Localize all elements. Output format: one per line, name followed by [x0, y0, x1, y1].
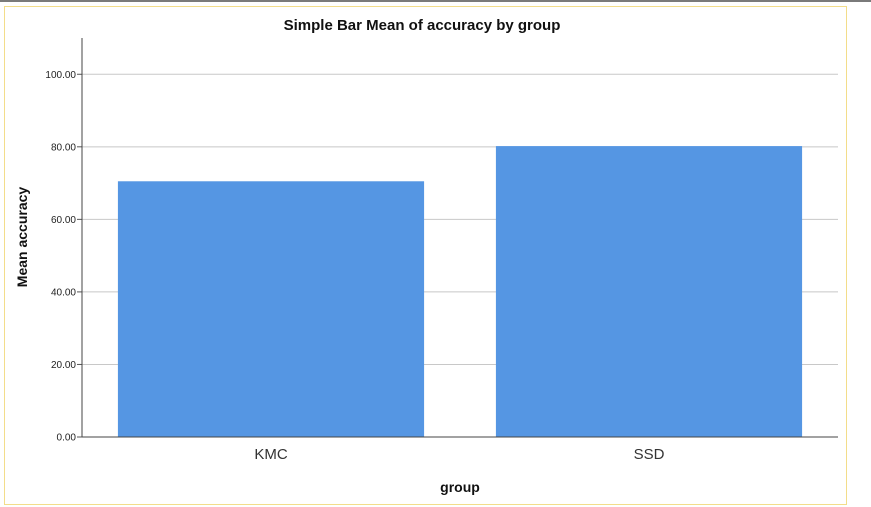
bar-ssd [495, 146, 803, 438]
y-tick-label: 80.00 [51, 142, 76, 153]
y-tick-label: 60.00 [51, 215, 76, 226]
x-tick-labels: KMC SSD [254, 446, 664, 463]
y-axis-title: Mean accuracy [14, 187, 30, 288]
bars [117, 146, 803, 438]
y-tick-label: 0.00 [57, 433, 77, 444]
y-tick-label: 20.00 [51, 360, 76, 371]
y-tick-labels: 0.00 20.00 40.00 60.00 80.00 100.00 [45, 70, 76, 444]
y-tick-label: 100.00 [45, 70, 76, 81]
x-tick-label: SSD [634, 446, 665, 463]
top-divider [0, 0, 871, 2]
x-tick-label: KMC [254, 446, 288, 463]
x-axis-title: group [440, 479, 480, 495]
chart-border [4, 6, 847, 505]
axes [81, 38, 838, 438]
y-tick-label: 40.00 [51, 287, 76, 298]
bar-kmc [117, 181, 425, 437]
chart-title: Simple Bar Mean of accuracy by group [284, 17, 561, 34]
